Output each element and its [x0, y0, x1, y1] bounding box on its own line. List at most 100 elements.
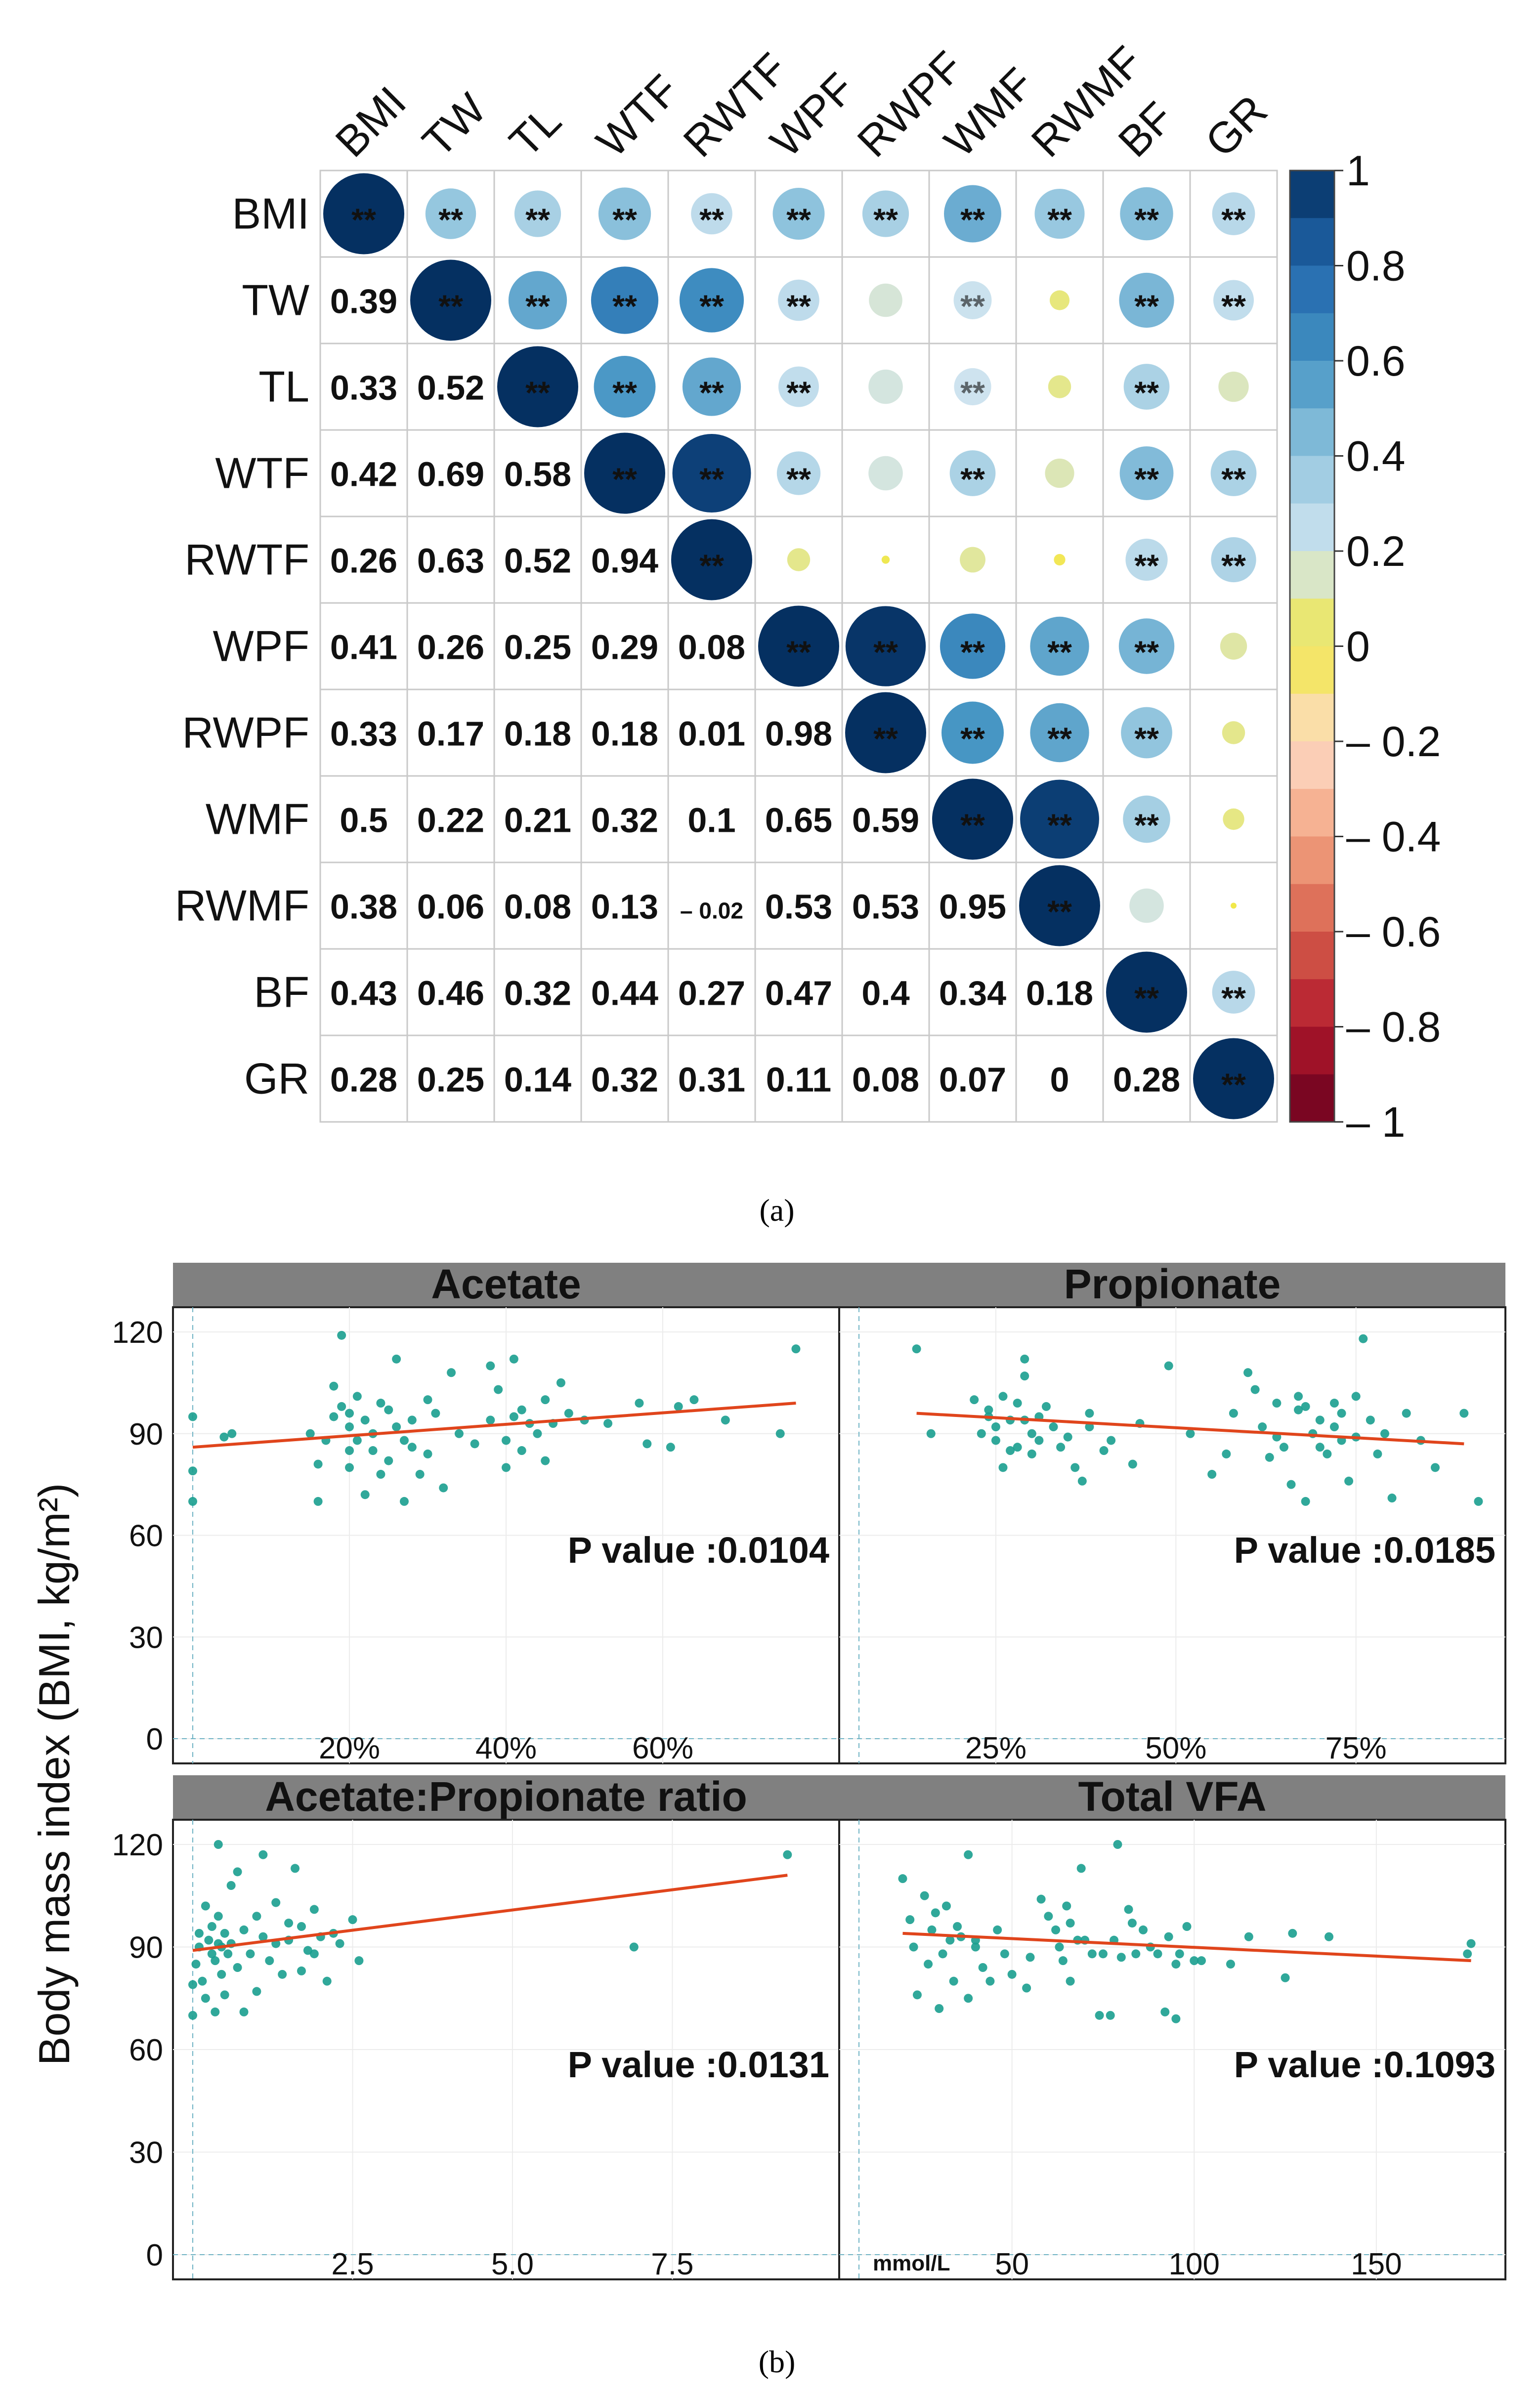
data-point	[329, 1412, 339, 1421]
matrix-cell	[754, 688, 843, 777]
correlation-circle	[868, 369, 903, 404]
y-tick-label: 0	[146, 1722, 163, 1756]
colorbar-segment	[1290, 361, 1334, 409]
correlation-circle	[1030, 616, 1089, 676]
data-point	[1459, 1409, 1469, 1418]
data-point	[1244, 1932, 1253, 1941]
correlation-value: 0.98	[765, 715, 832, 753]
correlation-circle	[941, 701, 1004, 764]
correlation-circle	[682, 357, 741, 416]
correlation-value: 0.38	[330, 888, 397, 926]
y-tick-label: 30	[129, 1621, 163, 1655]
data-point	[1076, 1864, 1086, 1873]
data-point	[207, 1949, 216, 1959]
significance-mark: **	[1047, 808, 1072, 843]
x-tick-label: 5.0	[491, 2247, 534, 2281]
x-tick-label: 100	[1169, 2247, 1220, 2281]
matrix-cell	[319, 948, 408, 1036]
data-point	[313, 1497, 323, 1506]
colorbar-segment	[1290, 503, 1334, 552]
matrix-cell	[319, 861, 408, 950]
data-point	[1258, 1422, 1267, 1432]
data-point	[1207, 1470, 1217, 1479]
column-label-gr: GR	[1196, 86, 1276, 166]
colorbar-tick-label: – 0.6	[1346, 908, 1441, 956]
matrix-cell	[754, 1034, 843, 1123]
correlation-value: 0.52	[504, 542, 571, 580]
correlation-circle	[1213, 280, 1254, 321]
significance-mark: **	[699, 548, 724, 584]
data-point	[689, 1395, 699, 1405]
correlation-value: 0.25	[417, 1061, 484, 1099]
data-point	[977, 1429, 986, 1438]
data-point	[945, 1935, 955, 1945]
correlation-value: 0.11	[766, 1061, 831, 1099]
significance-mark: **	[960, 462, 985, 497]
data-point	[985, 1976, 995, 1986]
data-point	[998, 1392, 1008, 1401]
correlation-value: 0.34	[939, 974, 1006, 1013]
data-point	[188, 1497, 197, 1506]
data-point	[329, 1381, 339, 1391]
data-point	[791, 1344, 801, 1354]
p-value-label: P value :0.0185	[1234, 1530, 1496, 1571]
correlation-circle	[1048, 375, 1071, 398]
significance-mark: **	[1221, 289, 1246, 324]
data-point	[345, 1463, 354, 1472]
matrix-cell	[1189, 256, 1278, 344]
significance-mark: **	[1221, 548, 1246, 584]
correlation-circle	[954, 368, 991, 406]
correlation-value: 0.32	[591, 801, 658, 840]
significance-mark: **	[1047, 202, 1072, 238]
colorbar-tick-label: 0.6	[1346, 338, 1406, 385]
data-point	[1113, 1840, 1122, 1849]
colorbar-segment	[1290, 456, 1334, 504]
correlation-circle	[497, 346, 578, 428]
data-point	[938, 1949, 947, 1959]
data-point	[1279, 1443, 1288, 1452]
correlation-circle	[1123, 795, 1170, 843]
x-tick-label: 40%	[475, 1731, 537, 1765]
significance-mark: **	[351, 202, 376, 238]
data-point	[204, 1935, 214, 1945]
data-point	[978, 1963, 987, 1972]
correlation-value: 0.69	[417, 455, 484, 494]
data-point	[258, 1850, 268, 1859]
data-point	[1366, 1415, 1375, 1425]
row-label-tl: TL	[258, 362, 309, 411]
data-point	[278, 1969, 287, 1979]
data-point	[721, 1415, 730, 1425]
correlation-circle	[514, 190, 561, 237]
correlation-circle	[778, 366, 819, 407]
data-point	[352, 1436, 362, 1445]
data-point	[1128, 1459, 1137, 1469]
facet-strip	[173, 1263, 839, 1307]
correlation-value: 0.06	[417, 888, 484, 926]
matrix-cell	[928, 1034, 1017, 1123]
data-point	[1359, 1334, 1368, 1343]
x-tick-label: 2.5	[331, 2247, 374, 2281]
data-point	[486, 1415, 495, 1425]
data-point	[1164, 1361, 1173, 1370]
correlation-value: – 0.02	[680, 898, 743, 924]
data-point	[941, 1901, 951, 1911]
correlation-value: 0.07	[939, 1061, 1006, 1099]
data-point	[1315, 1415, 1325, 1425]
colorbar-segment	[1290, 265, 1334, 314]
data-point	[964, 1994, 973, 2003]
matrix-cell	[406, 515, 495, 604]
correlation-circle	[1218, 371, 1249, 402]
significance-mark: **	[525, 289, 550, 324]
row-label-wpf: WPF	[213, 622, 309, 671]
correlation-circle	[1193, 1038, 1274, 1119]
data-point	[217, 1969, 226, 1979]
colorbar-segment	[1290, 1074, 1334, 1122]
data-point	[1044, 1912, 1053, 1921]
data-point	[407, 1415, 417, 1425]
data-point	[1036, 1894, 1046, 1904]
data-point	[912, 1990, 922, 2000]
data-point	[1107, 1436, 1116, 1445]
correlation-value: 0.53	[852, 888, 919, 926]
y-tick-label: 60	[129, 2033, 163, 2067]
